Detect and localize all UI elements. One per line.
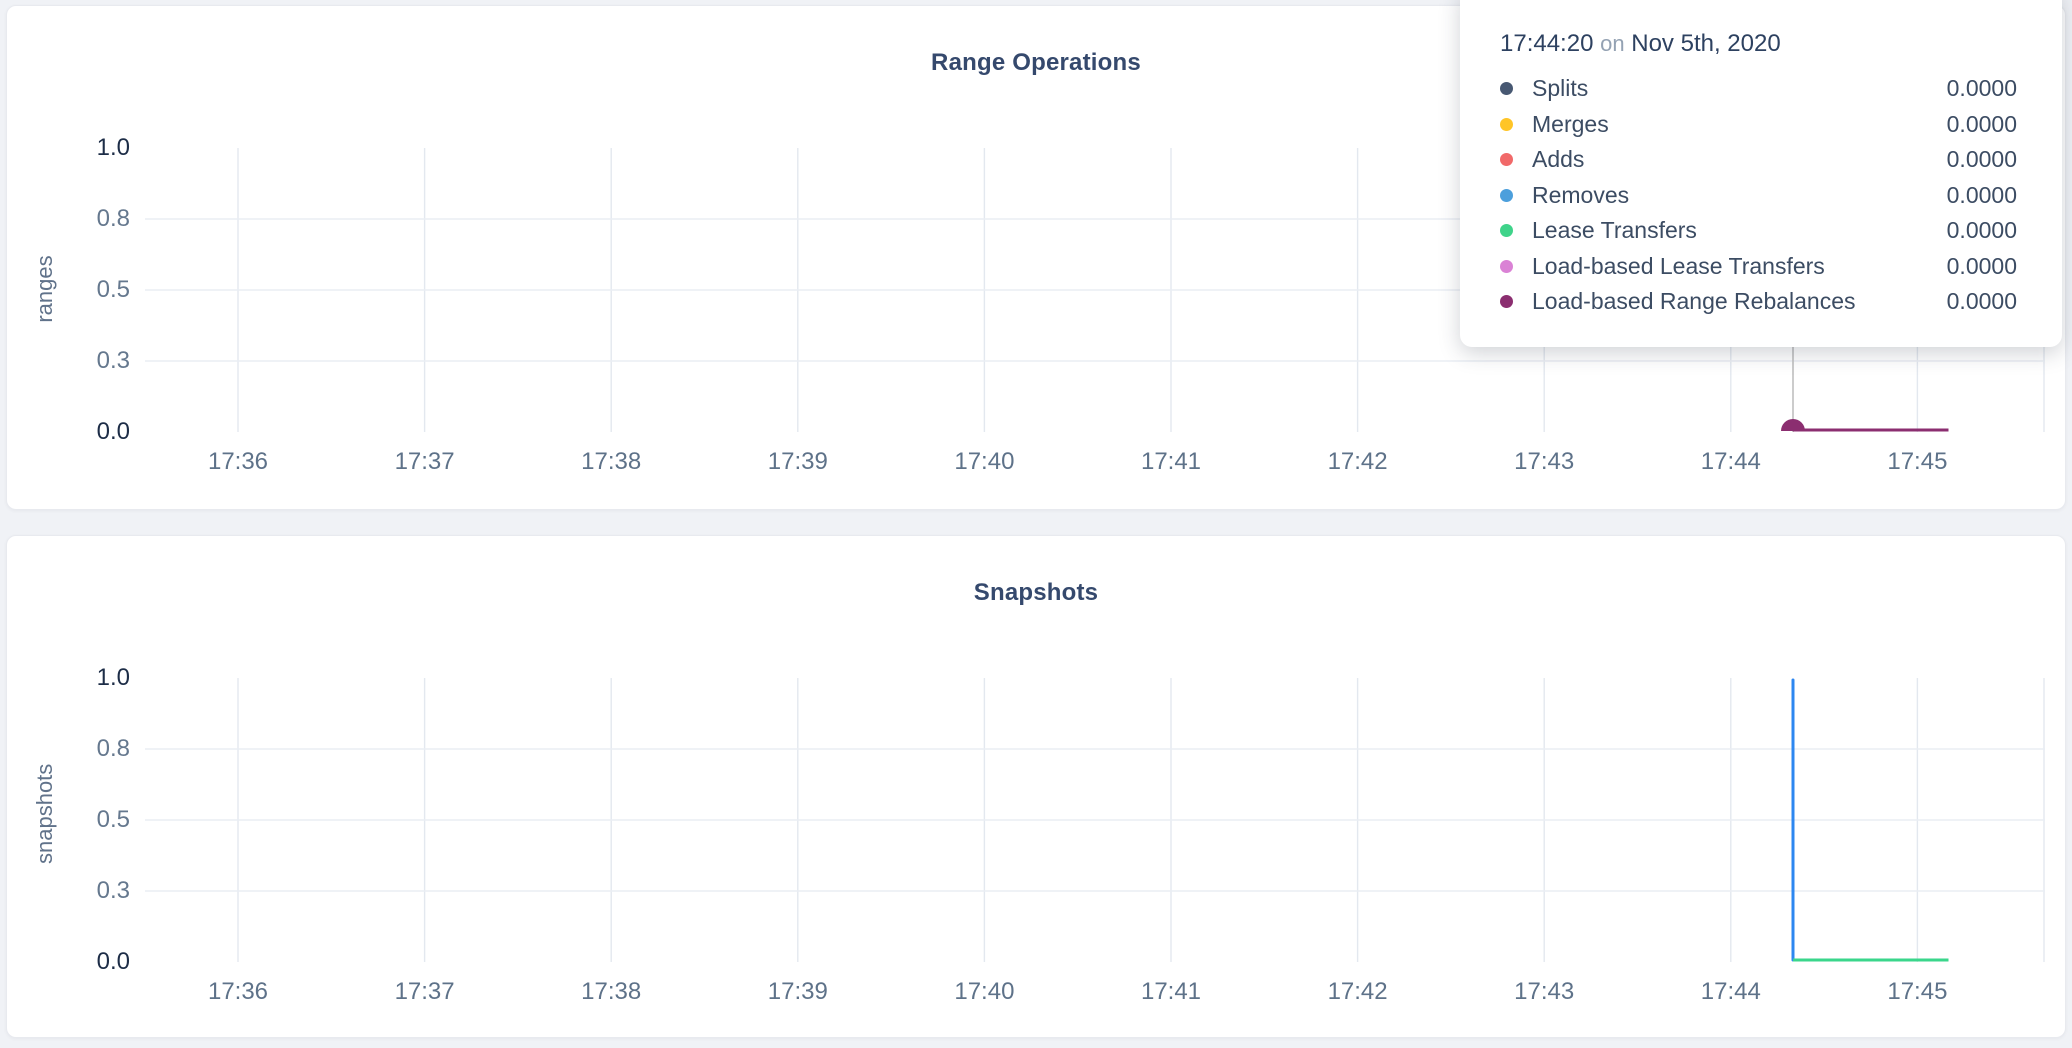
series-value: 0.0000 <box>1946 181 2017 208</box>
tooltip-time: 17:44:20 <box>1500 30 1594 57</box>
series-label: Removes <box>1532 181 1630 208</box>
x-tick-label: 17:40 <box>954 978 1015 1005</box>
hover-tooltip: 17:44:20 on Nov 5th, 2020 Splits 0.0000 Me… <box>1460 0 2062 347</box>
chart-title-snapshots: Snapshots <box>973 579 1099 606</box>
y-tick-label: 0.8 <box>96 735 130 762</box>
x-tick-label: 17:42 <box>1327 978 1388 1005</box>
x-tick-label: 17:42 <box>1327 448 1388 475</box>
snapshots-plot[interactable] <box>145 678 2045 962</box>
x-tick-label: 17:45 <box>1887 978 1948 1005</box>
y-tick-label: 0.8 <box>96 205 130 232</box>
series-label: Lease Transfers <box>1532 217 1697 244</box>
snapshots-card: Snapshots <box>6 535 2066 1038</box>
y-tick-label: 1.0 <box>96 134 130 161</box>
tooltip-legend-row: Adds 0.0000 <box>1500 142 2017 178</box>
series-value: 0.0000 <box>1946 146 2017 173</box>
x-tick-label: 17:36 <box>207 978 269 1005</box>
series-color-dot-icon <box>1500 224 1513 238</box>
series-value: 0.0000 <box>1946 217 2017 244</box>
y-axis-label: ranges <box>32 255 57 323</box>
series-label: Load-based Range Rebalances <box>1532 288 1856 315</box>
y-tick-label: 0.0 <box>96 418 130 445</box>
x-tick-label: 17:43 <box>1514 448 1575 475</box>
series-value: 0.0000 <box>1946 110 2017 137</box>
y-tick-label: 1.0 <box>96 664 130 691</box>
series-label: Adds <box>1532 146 1585 173</box>
series-value: 0.0000 <box>1946 288 2017 315</box>
x-tick-label: 17:41 <box>1140 978 1202 1005</box>
chart-title-range-operations: Range Operations <box>931 49 1141 76</box>
series-color-dot-icon <box>1500 295 1513 309</box>
x-tick-label: 17:36 <box>207 448 269 475</box>
x-tick-label: 17:38 <box>581 448 642 475</box>
x-tick-label: 17:41 <box>1140 448 1202 475</box>
x-tick-label: 17:37 <box>394 978 455 1005</box>
tooltip-connector: on <box>1600 31 1625 56</box>
series-label: Load-based Lease Transfers <box>1532 252 1825 279</box>
y-tick-label: 0.5 <box>96 276 130 303</box>
tooltip-legend-row: Splits 0.0000 <box>1500 71 2017 107</box>
tooltip-legend-row: Lease Transfers 0.0000 <box>1500 213 2017 249</box>
x-tick-label: 17:44 <box>1700 448 1761 475</box>
series-color-dot-icon <box>1500 82 1513 96</box>
tooltip-timestamp: 17:44:20 on Nov 5th, 2020 <box>1500 30 2017 58</box>
x-tick-label: 17:38 <box>581 978 642 1005</box>
x-tick-label: 17:39 <box>767 978 828 1005</box>
tooltip-legend-row: Load-based Lease Transfers 0.0000 <box>1500 249 2017 285</box>
x-tick-label: 17:44 <box>1700 978 1761 1005</box>
tooltip-legend-row: Merges 0.0000 <box>1500 107 2017 143</box>
y-tick-label: 0.3 <box>96 347 130 374</box>
x-tick-label: 17:39 <box>767 448 828 475</box>
x-tick-label: 17:37 <box>394 448 455 475</box>
series-label: Splits <box>1532 75 1589 102</box>
y-axis-label: snapshots <box>32 763 57 864</box>
series-value: 0.0000 <box>1946 75 2017 102</box>
y-tick-label: 0.0 <box>96 948 130 975</box>
y-tick-label: 0.3 <box>96 877 130 904</box>
tooltip-legend-rows: Splits 0.0000 Merges 0.0000 Adds 0.0000 Remove… <box>1500 71 2017 320</box>
x-tick-label: 17:40 <box>954 448 1015 475</box>
tooltip-date: Nov 5th, 2020 <box>1631 30 1781 57</box>
x-tick-label: 17:43 <box>1514 978 1575 1005</box>
hover-point <box>1781 419 1805 431</box>
tooltip-legend-row: Removes 0.0000 <box>1500 178 2017 214</box>
series-value: 0.0000 <box>1946 252 2017 279</box>
series-color-dot-icon <box>1500 259 1513 273</box>
y-tick-label: 0.5 <box>96 806 130 833</box>
series-color-dot-icon <box>1500 117 1513 131</box>
series-color-dot-icon <box>1500 188 1513 202</box>
series-color-dot-icon <box>1500 153 1513 167</box>
tooltip-legend-row: Load-based Range Rebalances 0.0000 <box>1500 284 2017 320</box>
series-label: Merges <box>1532 110 1609 137</box>
x-tick-label: 17:45 <box>1887 448 1948 475</box>
